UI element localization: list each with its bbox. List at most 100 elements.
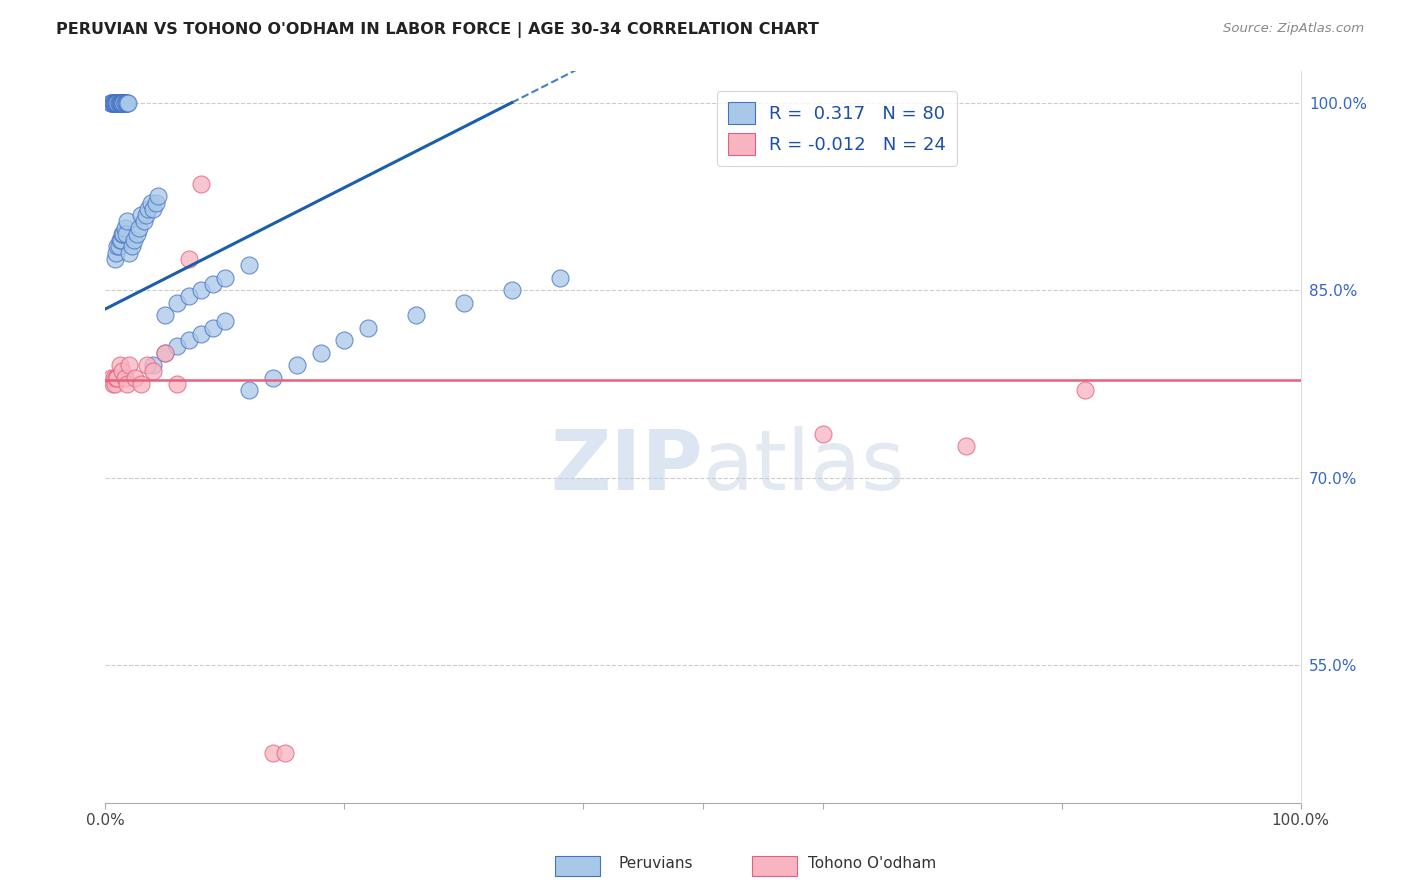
Point bbox=[108, 95, 131, 110]
Point bbox=[103, 95, 125, 110]
Point bbox=[100, 95, 122, 110]
Point bbox=[108, 358, 131, 372]
Point bbox=[262, 370, 284, 384]
Point bbox=[405, 308, 427, 322]
Point bbox=[115, 95, 138, 110]
Point bbox=[177, 289, 201, 303]
Point bbox=[114, 95, 136, 110]
Point bbox=[166, 295, 188, 310]
Point bbox=[101, 95, 124, 110]
Point bbox=[107, 95, 129, 110]
Point bbox=[357, 320, 380, 334]
Point bbox=[177, 333, 201, 347]
Point bbox=[121, 239, 143, 253]
Point bbox=[104, 252, 127, 266]
Point bbox=[107, 370, 129, 384]
Point bbox=[110, 95, 132, 110]
Text: Peruvians: Peruvians bbox=[619, 856, 693, 871]
Point bbox=[955, 440, 977, 454]
Point bbox=[309, 345, 332, 359]
Point bbox=[107, 239, 129, 253]
Point bbox=[129, 376, 153, 391]
Point bbox=[110, 95, 132, 110]
Point bbox=[107, 95, 129, 110]
Point bbox=[108, 233, 131, 247]
Point bbox=[103, 370, 125, 384]
Point bbox=[145, 195, 167, 210]
Point bbox=[105, 370, 128, 384]
Point bbox=[118, 358, 141, 372]
Point bbox=[166, 376, 188, 391]
Point bbox=[153, 308, 177, 322]
Point bbox=[100, 95, 122, 110]
Point bbox=[104, 376, 127, 391]
Point bbox=[548, 270, 571, 285]
Point bbox=[112, 227, 135, 241]
Point bbox=[101, 376, 124, 391]
Point bbox=[166, 339, 188, 353]
Point bbox=[115, 214, 138, 228]
Point bbox=[104, 95, 127, 110]
Point bbox=[105, 95, 128, 110]
Point bbox=[114, 227, 136, 241]
Point bbox=[142, 202, 165, 216]
Point bbox=[453, 295, 475, 310]
Point bbox=[136, 358, 159, 372]
Text: ZIP: ZIP bbox=[551, 425, 703, 507]
Point bbox=[128, 220, 150, 235]
Text: Tohono O'odham: Tohono O'odham bbox=[808, 856, 936, 871]
Point bbox=[118, 245, 141, 260]
Point bbox=[501, 283, 523, 297]
Text: PERUVIAN VS TOHONO O'ODHAM IN LABOR FORCE | AGE 30-34 CORRELATION CHART: PERUVIAN VS TOHONO O'ODHAM IN LABOR FORC… bbox=[56, 22, 820, 38]
Point bbox=[142, 364, 165, 378]
Point bbox=[112, 95, 135, 110]
Point bbox=[214, 270, 236, 285]
Point bbox=[273, 746, 295, 760]
Legend: R =  0.317   N = 80, R = -0.012   N = 24: R = 0.317 N = 80, R = -0.012 N = 24 bbox=[717, 91, 957, 166]
Point bbox=[105, 95, 128, 110]
Point bbox=[107, 239, 129, 253]
Point bbox=[101, 95, 124, 110]
Point bbox=[107, 95, 129, 110]
Point bbox=[153, 345, 177, 359]
Point bbox=[110, 233, 132, 247]
Point bbox=[262, 746, 284, 760]
Point bbox=[1074, 383, 1097, 397]
Point bbox=[132, 214, 155, 228]
Point bbox=[111, 364, 134, 378]
Point bbox=[114, 370, 136, 384]
Point bbox=[202, 277, 225, 291]
Point bbox=[146, 189, 169, 203]
Point bbox=[285, 358, 308, 372]
Point bbox=[190, 283, 212, 297]
Text: Source: ZipAtlas.com: Source: ZipAtlas.com bbox=[1223, 22, 1364, 36]
Point bbox=[124, 370, 146, 384]
Text: atlas: atlas bbox=[703, 425, 904, 507]
Point bbox=[333, 333, 356, 347]
Point bbox=[117, 95, 139, 110]
Point bbox=[104, 95, 127, 110]
Point bbox=[111, 227, 134, 241]
Point bbox=[100, 370, 122, 384]
Point bbox=[129, 208, 153, 222]
Point bbox=[153, 345, 177, 359]
Point bbox=[114, 220, 136, 235]
Point bbox=[114, 95, 136, 110]
Point bbox=[107, 95, 129, 110]
Point bbox=[135, 208, 157, 222]
Point bbox=[111, 95, 134, 110]
Point bbox=[142, 358, 165, 372]
Point bbox=[139, 195, 162, 210]
Point bbox=[190, 177, 212, 191]
Point bbox=[138, 202, 160, 216]
Point bbox=[202, 320, 225, 334]
Point bbox=[100, 95, 122, 110]
Point bbox=[115, 376, 138, 391]
Point bbox=[238, 383, 260, 397]
Point bbox=[811, 426, 834, 441]
Point bbox=[115, 95, 138, 110]
Point bbox=[214, 314, 236, 328]
Point bbox=[111, 95, 134, 110]
Point bbox=[107, 95, 129, 110]
Point bbox=[177, 252, 201, 266]
